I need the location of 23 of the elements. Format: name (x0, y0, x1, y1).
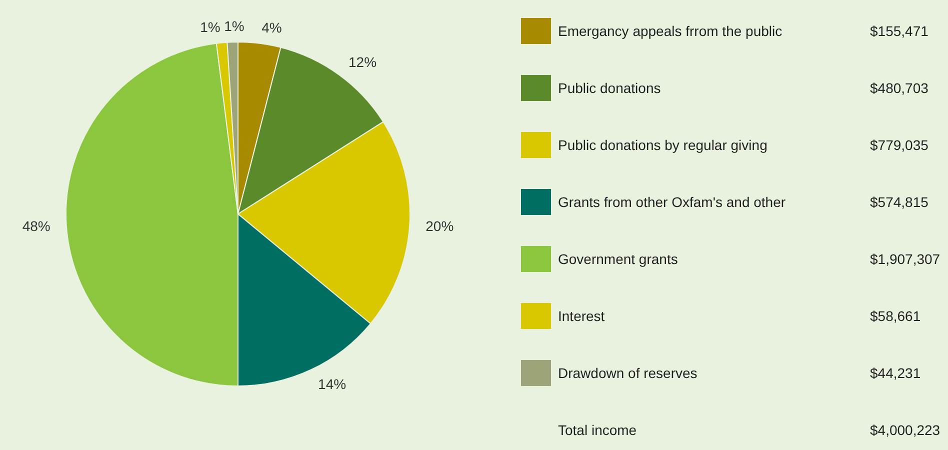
text: $574,815 (870, 194, 929, 210)
text: $155,471 (870, 23, 929, 39)
text: $1,907,307 (870, 251, 940, 267)
text: Total income (558, 422, 637, 438)
text: $779,035 (870, 137, 929, 153)
data-label: 20% (426, 218, 454, 234)
text: $58,661 (870, 308, 921, 324)
data-label: 12% (348, 54, 377, 70)
legend-label: Grants from other Oxfam's and other (558, 194, 786, 210)
text: $4,000,223 (870, 422, 940, 438)
legend-label: Government grants (558, 251, 678, 267)
data-label: 4% (262, 19, 282, 36)
legend-label: Emergancy appeals frrom the public (558, 23, 782, 39)
data-label: 48% (22, 218, 50, 234)
legend-label: Public donations (558, 80, 661, 96)
data-label: 14% (318, 376, 346, 392)
legend-label: Interest (558, 308, 605, 324)
legend-label: Drawdown of reserves (558, 365, 698, 381)
data-label: 1% (224, 18, 244, 34)
text: $480,703 (870, 80, 929, 96)
data-label: 1% (200, 18, 220, 35)
legend-label: Public donations by regular giving (558, 137, 768, 153)
text: $44,231 (870, 365, 921, 381)
